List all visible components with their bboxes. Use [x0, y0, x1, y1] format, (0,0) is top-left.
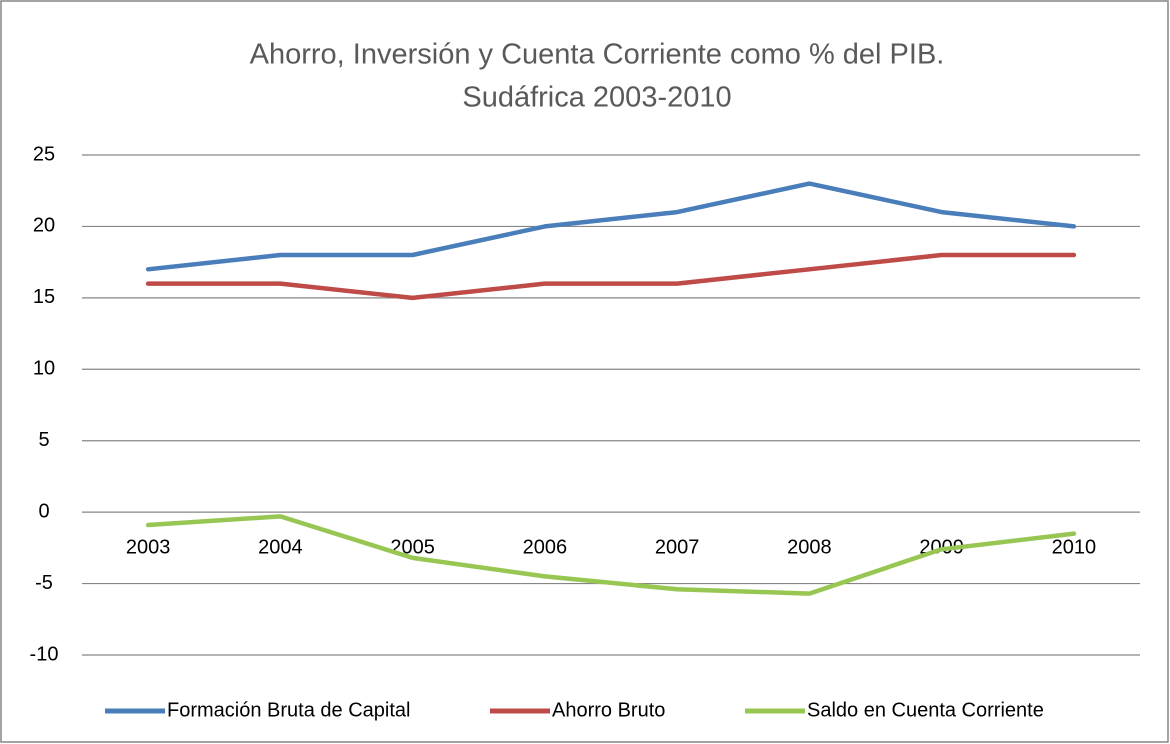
legend-label: Saldo en Cuenta Corriente	[807, 699, 1044, 721]
x-tick-label: 2010	[1052, 536, 1097, 558]
x-tick-label: 2003	[126, 536, 171, 558]
x-tick-label: 2007	[655, 536, 700, 558]
chart-title: Ahorro, Inversión y Cuenta Corriente com…	[250, 39, 945, 71]
x-tick-label: 2004	[258, 536, 303, 558]
series-line	[145, 514, 1077, 596]
legend-label: Formación Bruta de Capital	[167, 699, 410, 721]
y-tick-label: 25	[33, 143, 55, 165]
y-tick-label: -10	[30, 643, 59, 665]
y-tick-label: 15	[33, 286, 55, 308]
chart-title: Sudáfrica 2003-2010	[462, 82, 731, 114]
legend-label: Ahorro Bruto	[552, 699, 665, 721]
y-tick-label: 20	[33, 215, 55, 237]
series-line	[145, 252, 1077, 301]
y-tick-label: -5	[35, 572, 53, 594]
x-tick-label: 2008	[787, 536, 832, 558]
y-tick-label: 0	[38, 500, 49, 522]
y-tick-label: 10	[33, 358, 55, 380]
y-tick-label: 5	[38, 429, 49, 451]
x-tick-label: 2006	[523, 536, 568, 558]
series-line	[145, 181, 1077, 272]
